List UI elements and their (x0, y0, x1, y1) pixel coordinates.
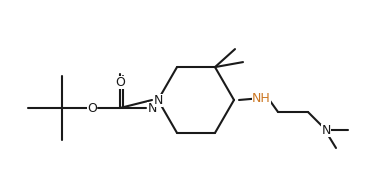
Text: N: N (153, 93, 163, 107)
Text: N: N (147, 102, 157, 114)
Text: O: O (115, 75, 125, 89)
Text: NH: NH (252, 91, 271, 105)
Text: O: O (87, 102, 97, 114)
Text: N: N (321, 123, 331, 137)
